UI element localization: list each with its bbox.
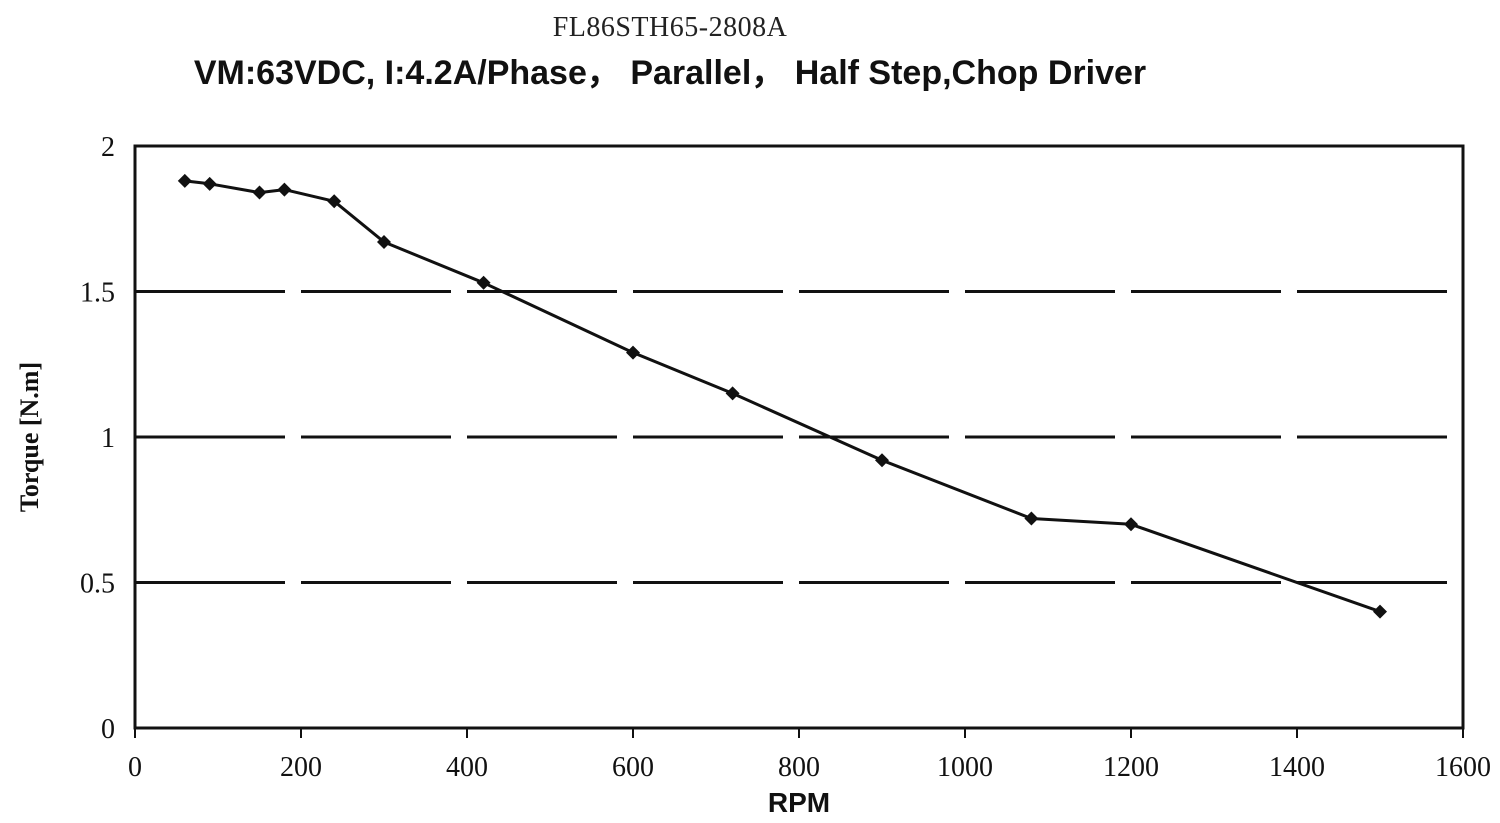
series-layer <box>177 173 1387 619</box>
data-point <box>377 235 391 250</box>
x-tick-label: 1400 <box>1269 752 1325 783</box>
data-point <box>725 386 740 401</box>
y-axis-ticks: 0 0.5 1 1.5 2 <box>80 132 115 745</box>
data-point <box>277 182 292 197</box>
data-point <box>1124 517 1138 532</box>
x-tick-label: 1200 <box>1103 752 1159 783</box>
data-point <box>202 176 217 191</box>
data-point <box>1024 511 1039 526</box>
series-line <box>184 179 1381 614</box>
data-point <box>626 345 640 360</box>
chart-subtitle: VM:63VDC, I:4.2A/Phase， Parallel， Half S… <box>194 54 1146 92</box>
x-tick-label: 1000 <box>937 752 993 783</box>
data-point <box>1373 604 1387 619</box>
x-tick-label: 400 <box>446 752 488 783</box>
chart-title: FL86STH65-2808A <box>553 12 788 43</box>
data-point <box>252 185 267 200</box>
data-point <box>177 173 192 188</box>
data-point <box>476 275 491 290</box>
x-tick-label: 800 <box>778 752 820 783</box>
x-tick-label: 0 <box>128 752 142 783</box>
x-tick-label: 200 <box>280 752 322 783</box>
data-point <box>875 453 889 468</box>
x-tick-label: 600 <box>612 752 654 783</box>
x-axis-ticks: 0 200 400 600 800 1000 1200 1400 1600 <box>128 728 1491 783</box>
data-point <box>327 194 342 209</box>
y-tick-label: 0.5 <box>80 569 115 600</box>
y-tick-label: 1.5 <box>80 278 115 309</box>
grid-lines <box>135 290 1463 584</box>
y-axis-label: Torque [N.m] <box>15 362 44 512</box>
y-tick-label: 0 <box>101 714 115 745</box>
y-tick-label: 1 <box>101 423 115 454</box>
x-tick-label: 1600 <box>1435 752 1491 783</box>
y-tick-label: 2 <box>101 132 115 163</box>
x-axis-label: RPM <box>768 787 830 818</box>
